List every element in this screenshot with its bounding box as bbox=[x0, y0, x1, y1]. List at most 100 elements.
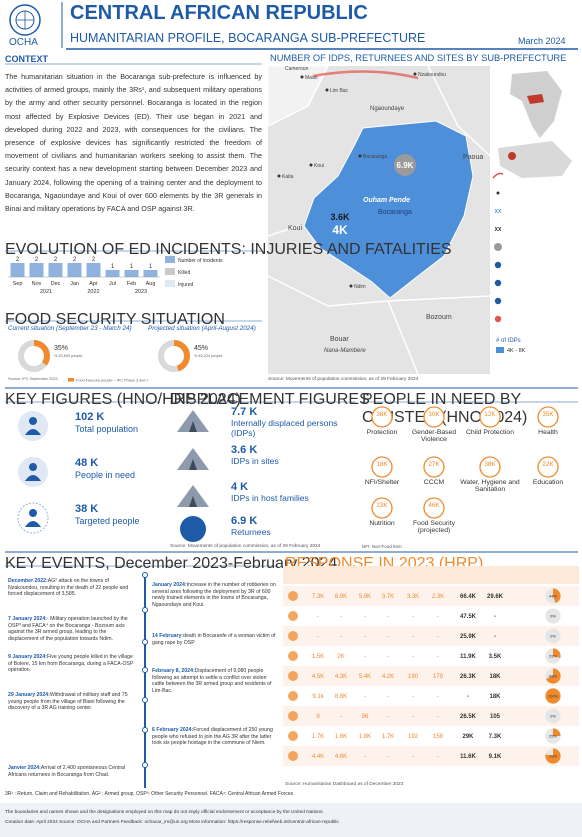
returnees-circle bbox=[394, 154, 416, 176]
cluster-icon: 18K bbox=[371, 456, 393, 478]
figure-value: 4 K bbox=[231, 481, 249, 493]
table-cell: 1.5K bbox=[312, 654, 324, 660]
figure-label: People in need bbox=[75, 470, 136, 480]
locator-country bbox=[498, 141, 572, 178]
table-cell: 4.6K bbox=[335, 754, 347, 760]
icon-person bbox=[29, 463, 37, 471]
event-date: 7 January 2024: bbox=[8, 616, 47, 622]
place-label: Kaita bbox=[282, 174, 294, 180]
table-cell: 11.9K bbox=[460, 654, 476, 660]
sector-icon bbox=[288, 631, 298, 641]
figure-label: Returnees bbox=[231, 527, 271, 537]
table-cell: 6.9K bbox=[335, 594, 347, 600]
table-cell: 18K bbox=[489, 694, 501, 700]
legend-icon bbox=[494, 297, 502, 305]
month-label: Sep bbox=[13, 281, 23, 287]
table-cell: 1.8K bbox=[359, 734, 371, 740]
table-cell: - bbox=[364, 694, 366, 700]
table-cell: - bbox=[364, 614, 366, 620]
cluster-label: CCCM bbox=[423, 479, 445, 486]
place-label: Ndim bbox=[354, 284, 366, 290]
sector-icon bbox=[288, 591, 298, 601]
table-cell: - bbox=[364, 754, 366, 760]
event: February 8, 2024:Displacement of 9,080 p… bbox=[152, 668, 278, 694]
sector-icon bbox=[288, 751, 298, 761]
column-header-box: # boys bbox=[328, 567, 354, 584]
cluster-icon: 35K bbox=[537, 406, 559, 428]
event-text: death in Bocaranfe of a woman victim of … bbox=[152, 633, 276, 646]
locality-dot bbox=[349, 284, 353, 288]
month-label: Jan bbox=[70, 281, 79, 287]
table-cell: - bbox=[387, 694, 389, 700]
cluster-value: 22K bbox=[542, 461, 554, 468]
figure-icon bbox=[18, 411, 48, 441]
icon-person-body bbox=[25, 475, 41, 481]
month-label: Dec bbox=[51, 281, 61, 287]
place-label: Lim Bac bbox=[330, 88, 349, 94]
org: OCHA bbox=[9, 37, 38, 48]
cluster-label: Child Protection bbox=[466, 429, 514, 436]
displacement-icon bbox=[177, 410, 209, 432]
table-cell: - bbox=[317, 634, 319, 640]
column-header-box: # reached bbox=[482, 567, 508, 584]
scale-label: 4K - 8K bbox=[507, 348, 526, 354]
table-cell: 179 bbox=[433, 674, 444, 680]
icon-circle bbox=[18, 411, 48, 441]
cluster-circle bbox=[479, 456, 501, 478]
column-header-box: #men bbox=[375, 567, 401, 584]
table-cell: - bbox=[340, 614, 342, 620]
place-label: Nzakoundou bbox=[418, 72, 446, 78]
table-cell: 9 bbox=[316, 714, 320, 720]
locator-africa bbox=[510, 71, 562, 138]
legend-swatch bbox=[68, 378, 74, 382]
table-cell: 7.3K bbox=[312, 594, 324, 600]
figure-label: Internally displaced persons (IDPs) bbox=[231, 418, 338, 438]
icon-person bbox=[29, 509, 37, 517]
table-cell: 9.1K bbox=[489, 754, 502, 760]
event-date: 29 January 2024: bbox=[8, 692, 50, 698]
legend-circle bbox=[494, 243, 502, 251]
event-text: Arrival of 2,400 spontaneous Central Afr… bbox=[8, 765, 126, 778]
locator-car bbox=[527, 94, 544, 104]
table-cell: 190 bbox=[408, 674, 419, 680]
incidents-legend: Number of incidents Killed Injured bbox=[165, 256, 223, 288]
icon-circle bbox=[180, 516, 206, 542]
place-label: Bouar bbox=[330, 336, 349, 343]
column-header-box: # targeted bbox=[455, 567, 481, 584]
legend-icon bbox=[494, 261, 502, 269]
event-text: Forced displacement of 250 young people … bbox=[152, 727, 273, 747]
table-cell: 9.1k bbox=[312, 694, 324, 700]
table-cell: - bbox=[437, 634, 439, 640]
cluster-circle bbox=[371, 406, 393, 428]
table-cell: 4.4K bbox=[312, 754, 324, 760]
cluster-icon: 30K bbox=[423, 406, 445, 428]
legend-swatch bbox=[165, 268, 175, 275]
donut-arc bbox=[158, 340, 190, 372]
section-title: NUMBER OF IDPS, RETURNEES AND SITES BY S… bbox=[270, 53, 567, 63]
cluster-circle bbox=[537, 406, 559, 428]
cluster-circle bbox=[537, 456, 559, 478]
incident-bar bbox=[124, 270, 139, 277]
cluster-value: 46K bbox=[428, 502, 440, 509]
incident-value: 1 bbox=[130, 264, 134, 270]
timeline-dot bbox=[142, 697, 148, 703]
donut-people: % 33,893 people bbox=[54, 354, 83, 358]
cluster-label: Protection bbox=[366, 429, 398, 436]
cluster-icon: 22K bbox=[537, 456, 559, 478]
population-movement bbox=[312, 70, 419, 80]
cluster-circle bbox=[371, 497, 393, 519]
legend-symbol: XX bbox=[495, 209, 502, 215]
un-emblem bbox=[9, 4, 41, 36]
table-header-bg bbox=[283, 566, 579, 584]
credits: Creation date: April 2024 Source: OCHA a… bbox=[5, 820, 339, 825]
timeline-dot bbox=[142, 639, 148, 645]
pie-slice bbox=[545, 588, 561, 604]
event-date: Janvier 2024: bbox=[8, 765, 41, 771]
event: 6 February 2024:Forced displacement of 2… bbox=[152, 727, 278, 747]
legend-label-box: Conflict/Violence bbox=[506, 279, 578, 295]
table-cell: 3.7K bbox=[382, 594, 394, 600]
table-cell: - bbox=[340, 714, 342, 720]
place-label: Paoua bbox=[463, 154, 483, 161]
legend-label-box: IDPs bbox=[506, 297, 578, 313]
